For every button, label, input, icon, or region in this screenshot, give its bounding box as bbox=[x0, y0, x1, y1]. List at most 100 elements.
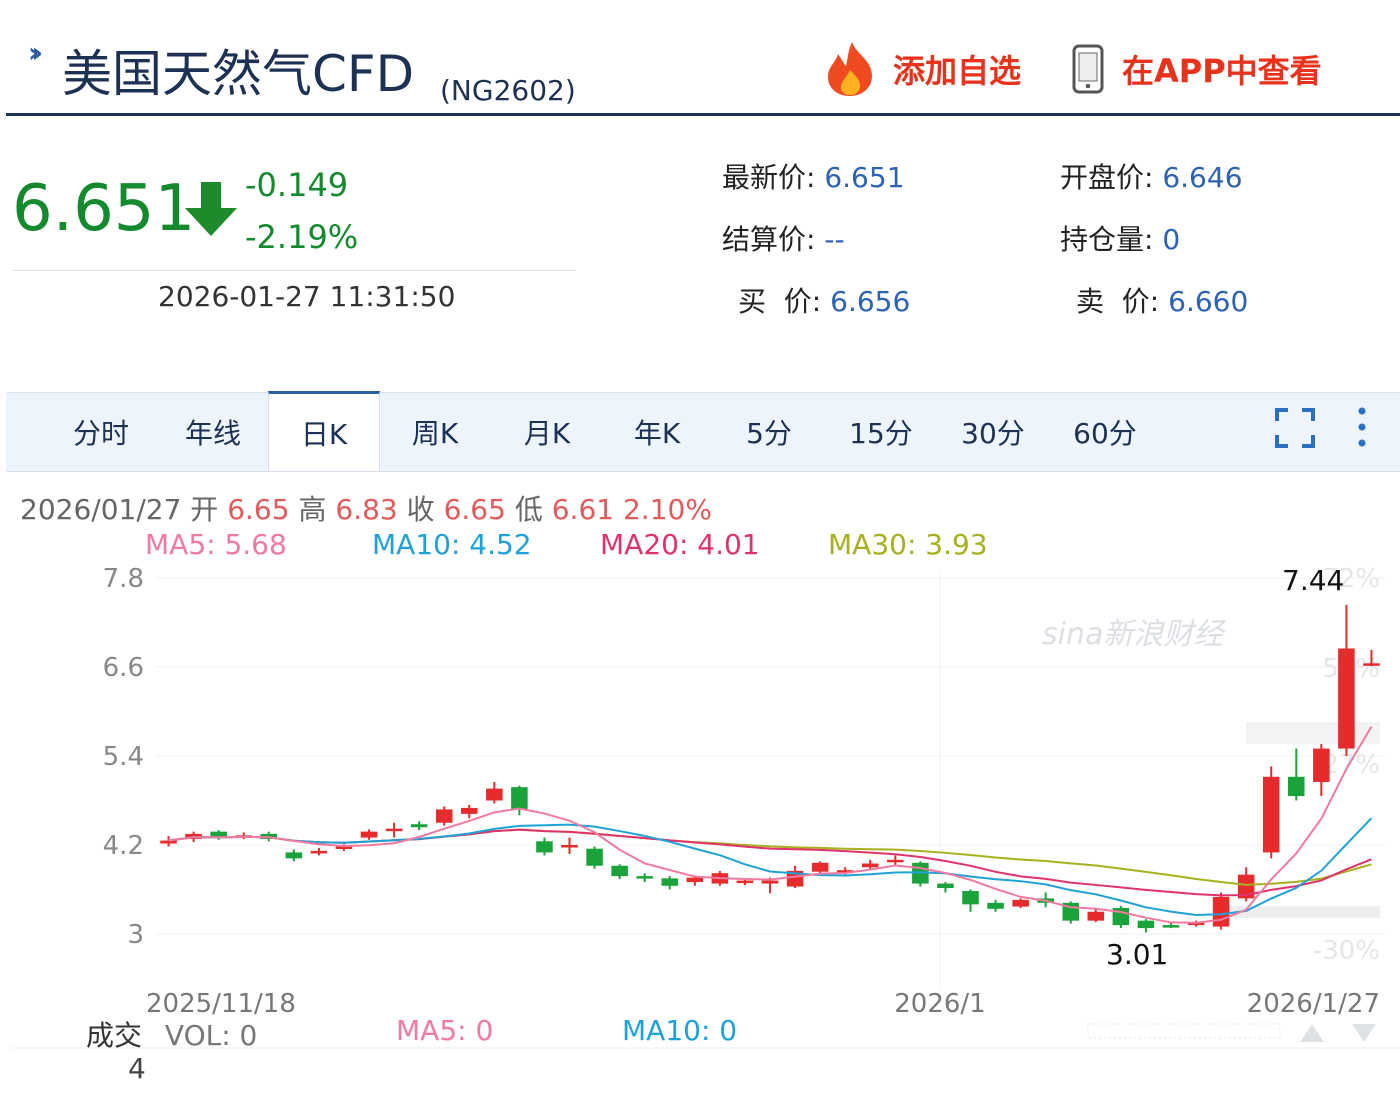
candle-body bbox=[1313, 748, 1330, 782]
candle-body bbox=[611, 865, 628, 877]
candle-body bbox=[385, 828, 403, 832]
volume-ma5: MA5: 0 bbox=[396, 1014, 494, 1047]
price-change-percent: -2.19% bbox=[245, 218, 359, 256]
page-header: ›› 美国天然气CFD (NG2602) 添加自选 在APP中查看 bbox=[0, 0, 1400, 116]
candle-body bbox=[786, 870, 804, 887]
candle-body bbox=[1237, 874, 1255, 899]
candle-body bbox=[761, 880, 779, 884]
percent-tick-label: -30% bbox=[1313, 936, 1380, 966]
volume-legend: 成交 VOL: 0 MA5: 0 MA10: 0 bbox=[86, 1014, 737, 1054]
candle-body bbox=[511, 787, 528, 810]
ma5-line bbox=[168, 726, 1373, 924]
candle-body bbox=[636, 876, 653, 879]
candle-body bbox=[1262, 776, 1280, 853]
down-arrow-icon bbox=[185, 182, 237, 236]
quote-divider bbox=[12, 270, 576, 271]
candle-body bbox=[210, 831, 227, 838]
percent-tick-label: 72% bbox=[1322, 564, 1380, 594]
candle-body bbox=[160, 840, 177, 844]
y-tick-label: 7.8 bbox=[103, 564, 144, 594]
quote-time: 2026-01-27 11:31:50 bbox=[158, 280, 456, 313]
y-tick-label: 5.4 bbox=[103, 742, 144, 772]
period-tab-bar: 分时 年线 日K 周K 月K 年K 5分 15分 30分 60分 bbox=[6, 391, 1400, 472]
tab-time-share[interactable]: 分时 bbox=[72, 417, 129, 450]
tab-30min[interactable]: 30分 bbox=[961, 417, 1025, 450]
x-axis-label: 2026/1 bbox=[894, 989, 985, 1019]
candle-body bbox=[887, 859, 904, 863]
field-settlement: 结算价: -- bbox=[722, 223, 845, 256]
candle-body bbox=[987, 902, 1004, 909]
tab-5min[interactable]: 5分 bbox=[746, 417, 792, 450]
field-bid: 买 价: 6.656 bbox=[738, 285, 911, 318]
candle-body bbox=[661, 878, 679, 886]
tab-monthly-k[interactable]: 月K bbox=[523, 417, 571, 450]
tab-15min[interactable]: 15分 bbox=[849, 417, 913, 450]
candle-body bbox=[1338, 648, 1355, 749]
scroll-down-icon bbox=[1352, 1024, 1376, 1042]
candle-body bbox=[360, 831, 378, 838]
candle-body bbox=[460, 807, 478, 814]
instrument-code: (NG2602) bbox=[440, 74, 576, 107]
tab-daily-k[interactable]: 日K bbox=[268, 391, 380, 471]
candle-body bbox=[686, 877, 704, 883]
x-axis-label: 2025/11/18 bbox=[146, 989, 296, 1019]
volume-axis-value: 4 bbox=[128, 1052, 146, 1085]
tab-yearly-k[interactable]: 年K bbox=[633, 417, 681, 450]
tab-weekly-k[interactable]: 周K bbox=[411, 417, 459, 450]
candle-body bbox=[1288, 776, 1305, 797]
candle-body bbox=[561, 845, 578, 848]
volume-value: VOL: 0 bbox=[164, 1019, 258, 1052]
price-band bbox=[1220, 906, 1380, 918]
flame-icon[interactable] bbox=[822, 40, 878, 98]
field-ask: 卖 价: 6.660 bbox=[1076, 285, 1249, 318]
view-in-app-button[interactable]: 在APP中查看 bbox=[1122, 52, 1322, 90]
candlestick-chart[interactable]: 7.86.65.44.2372%50%27%-30%sina新浪财经7.443.… bbox=[6, 560, 1400, 1120]
volume-ma10: MA10: 0 bbox=[622, 1014, 738, 1047]
range-scroll-strip bbox=[1087, 1023, 1281, 1039]
candle-body bbox=[811, 862, 829, 872]
price-band bbox=[1246, 722, 1380, 744]
x-axis-label: 2026/1/27 bbox=[1247, 989, 1380, 1019]
more-options-icon[interactable] bbox=[1352, 405, 1372, 449]
candle-body bbox=[586, 848, 603, 866]
candle-body bbox=[1212, 896, 1230, 927]
chevron-right-icon: ›› bbox=[28, 36, 43, 69]
ma10-legend: MA10: 4.52 bbox=[372, 528, 532, 561]
high-price-label: 7.44 bbox=[1282, 564, 1344, 597]
phone-icon[interactable] bbox=[1072, 44, 1104, 94]
candle-body bbox=[435, 809, 453, 823]
candle-body bbox=[536, 841, 553, 853]
tab-year-line[interactable]: 年线 bbox=[184, 417, 241, 450]
field-open-interest: 持仓量: 0 bbox=[1060, 223, 1181, 256]
candle-body bbox=[285, 852, 303, 859]
y-tick-label: 6.6 bbox=[103, 653, 144, 683]
field-open: 开盘价: 6.646 bbox=[1060, 161, 1243, 194]
candle-body bbox=[937, 883, 954, 889]
candle-body bbox=[410, 824, 428, 828]
tab-60min[interactable]: 60分 bbox=[1073, 417, 1137, 450]
candle-body bbox=[836, 870, 854, 874]
candle-body bbox=[1087, 911, 1105, 921]
fullscreen-icon[interactable] bbox=[1274, 407, 1316, 449]
sina-watermark: sina新浪财经 bbox=[1042, 617, 1226, 652]
header-divider bbox=[6, 113, 1400, 116]
candle-body bbox=[1363, 663, 1380, 666]
ma20-legend: MA20: 4.01 bbox=[600, 528, 760, 561]
low-price-label: 3.01 bbox=[1106, 938, 1168, 971]
ma30-legend: MA30: 3.93 bbox=[828, 528, 988, 561]
candle-body bbox=[736, 880, 754, 884]
candle-body bbox=[861, 863, 879, 868]
price-change: -0.149 bbox=[245, 166, 349, 204]
volume-title: 成交 bbox=[86, 1019, 143, 1052]
ma30-line bbox=[168, 828, 1372, 886]
y-tick-label: 3 bbox=[127, 920, 144, 950]
ma5-legend: MA5: 5.68 bbox=[145, 528, 287, 561]
candle-body bbox=[310, 850, 328, 854]
percent-tick-label: 27% bbox=[1322, 750, 1380, 780]
scroll-up-icon bbox=[1300, 1024, 1324, 1042]
field-latest: 最新价: 6.651 bbox=[722, 161, 905, 194]
candle-body bbox=[1012, 899, 1029, 907]
candle-body bbox=[1137, 920, 1155, 929]
y-tick-label: 4.2 bbox=[103, 831, 144, 861]
add-favorite-button[interactable]: 添加自选 bbox=[893, 52, 1022, 90]
